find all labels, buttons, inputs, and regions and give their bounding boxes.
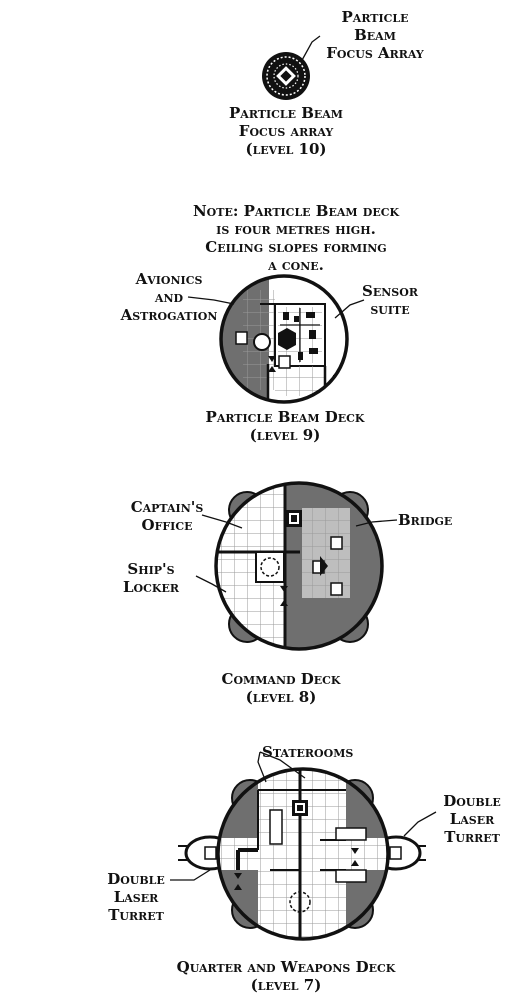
avionics-line-3: Astrogation bbox=[120, 306, 218, 324]
captains-office-line-1: Captain's bbox=[130, 498, 204, 516]
focus-array-caption: Particle Beam Focus array (level 10) bbox=[196, 104, 376, 158]
level7-caption-line-2: (level 7) bbox=[250, 976, 322, 994]
turret-right-leader bbox=[403, 811, 437, 837]
focus-array-caption-line-1: Particle Beam bbox=[229, 104, 343, 122]
avionics-label: Avionics and Astrogation bbox=[110, 270, 228, 324]
avionics-line-2: and bbox=[154, 288, 184, 306]
avionics-line-1: Avionics bbox=[135, 270, 203, 288]
focus-array-callout: Particle Beam Focus Array bbox=[320, 8, 430, 62]
ships-locker-label: Ship's Locker bbox=[106, 560, 196, 596]
captains-office-line-2: Office bbox=[141, 516, 193, 534]
particle-beam-deck-caption: Particle Beam Deck (level 9) bbox=[180, 408, 390, 444]
quarter-deck-hull bbox=[216, 767, 390, 941]
command-deck-caption: Command Deck (level 8) bbox=[196, 670, 366, 706]
focus-array-caption-line-3: (level 10) bbox=[245, 140, 327, 158]
turret-right-line-2: Laser bbox=[449, 810, 495, 828]
avionics-leader bbox=[187, 296, 235, 305]
bridge-line-1: Bridge bbox=[398, 511, 453, 529]
note-line-4: a cone. bbox=[268, 256, 324, 274]
staterooms-leader bbox=[257, 751, 306, 783]
note-line-1: Note: Particle Beam deck bbox=[192, 202, 400, 220]
sensor-suite-leader bbox=[334, 299, 365, 319]
focus-array-callout-line-3: Focus Array bbox=[326, 44, 424, 62]
particle-beam-deck-hull bbox=[219, 274, 349, 404]
level8-caption-line-1: Command Deck bbox=[221, 670, 341, 688]
ships-locker-line-1: Ship's bbox=[127, 560, 175, 578]
captains-office-label: Captain's Office bbox=[112, 498, 222, 534]
turret-left-leader bbox=[170, 869, 211, 881]
focus-array-callout-line-1: Particle bbox=[341, 8, 409, 26]
command-deck-plan bbox=[216, 483, 382, 649]
turret-right-label: Double Laser Turret bbox=[430, 792, 514, 846]
staterooms-label: Staterooms bbox=[262, 743, 382, 761]
sensor-suite-label: Sensor suite bbox=[352, 282, 428, 318]
level8-caption-line-2: (level 8) bbox=[245, 688, 317, 706]
captains-office-leader bbox=[201, 514, 243, 529]
focus-array-caption-line-2: Focus array bbox=[238, 122, 334, 140]
ships-locker-line-2: Locker bbox=[123, 578, 179, 596]
sensor-line-2: suite bbox=[370, 300, 410, 318]
staterooms-line-1: Staterooms bbox=[262, 743, 354, 761]
quarter-deck-caption: Quarter and Weapons Deck (level 7) bbox=[156, 958, 416, 994]
turret-left-line-1: Double bbox=[107, 870, 165, 888]
bridge-leader bbox=[355, 519, 398, 527]
level9-caption-line-1: Particle Beam Deck bbox=[205, 408, 365, 426]
turret-left-label: Double Laser Turret bbox=[96, 870, 176, 924]
quarter-deck-plan bbox=[218, 769, 388, 939]
note-line-2: is four metres high. bbox=[216, 220, 376, 238]
note-line-3: Ceiling slopes forming bbox=[205, 238, 387, 256]
focus-array-plan bbox=[262, 52, 310, 100]
level7-caption-line-1: Quarter and Weapons Deck bbox=[176, 958, 396, 976]
level9-caption-line-2: (level 9) bbox=[249, 426, 321, 444]
focus-array-leader bbox=[300, 35, 321, 63]
bridge-label: Bridge bbox=[398, 511, 478, 529]
turret-left-line-2: Laser bbox=[113, 888, 159, 906]
turret-right-line-1: Double bbox=[443, 792, 501, 810]
ships-locker-leader bbox=[195, 575, 227, 593]
turret-right-line-3: Turret bbox=[444, 828, 500, 846]
particle-beam-note: Note: Particle Beam deck is four metres … bbox=[176, 202, 416, 274]
focus-array-callout-line-2: Beam bbox=[354, 26, 396, 44]
turret-left-line-3: Turret bbox=[108, 906, 164, 924]
command-deck-hull bbox=[214, 481, 384, 651]
sensor-line-1: Sensor bbox=[362, 282, 418, 300]
